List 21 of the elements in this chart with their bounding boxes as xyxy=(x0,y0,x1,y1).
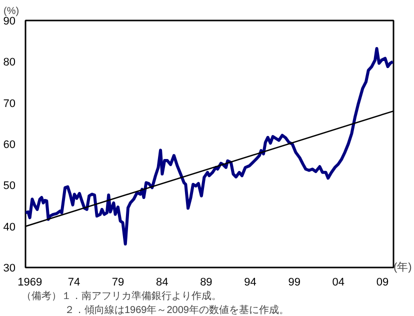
y-tick-label: 90 xyxy=(3,16,16,28)
x-tick-label: 84 xyxy=(156,276,168,288)
x-tick-label: 04 xyxy=(332,276,345,288)
x-tick-label: 1969 xyxy=(18,276,42,288)
x-tick-label: 99 xyxy=(288,276,300,288)
y-tick-label: 50 xyxy=(3,180,16,192)
y-tick-label: 40 xyxy=(3,221,16,234)
x-tick-label: 79 xyxy=(112,276,124,288)
y-axis-title: (%) xyxy=(4,6,20,17)
text: ２．傾向線は1969年～2009年の数値を基に作成。 xyxy=(64,304,289,316)
x-tick-label: 89 xyxy=(200,276,212,288)
x-axis-title: (年) xyxy=(394,262,412,274)
y-tick-label: 60 xyxy=(3,139,16,151)
y-tick-label: 30 xyxy=(3,262,16,274)
x-tick-label: 09 xyxy=(376,276,389,288)
y-tick-label: 80 xyxy=(3,56,16,69)
y-tick-label: 70 xyxy=(3,98,16,110)
line-series xyxy=(26,46,394,246)
text: （備考）１．南アフリカ準備銀行より作成。 xyxy=(22,290,222,302)
x-tick-label: 74 xyxy=(68,276,80,288)
x-tick-label: 94 xyxy=(244,276,256,288)
